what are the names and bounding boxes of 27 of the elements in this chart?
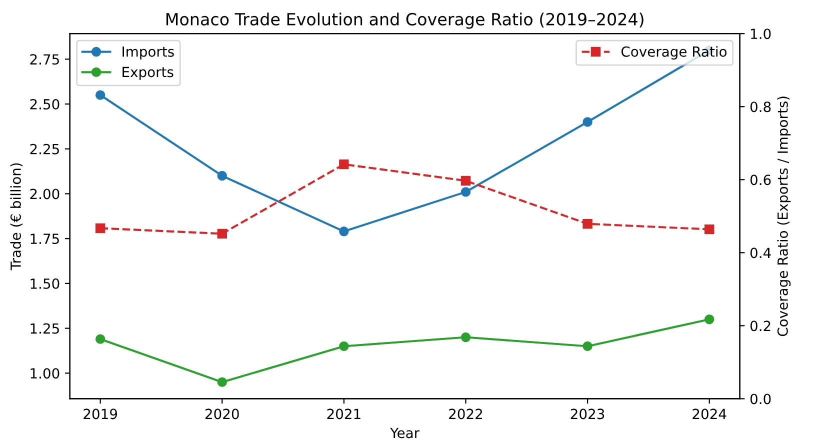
x-tick-label: 2019 (84, 408, 118, 420)
y-tick-label: 1.50 (30, 278, 60, 289)
y-tick-label: 2.50 (30, 98, 60, 110)
chart-title: Monaco Trade Evolution and Coverage Ratio (2019–2024) (166, 12, 644, 29)
y-tick-label: 1.25 (30, 323, 59, 334)
y2-tick-label: 0.6 (750, 174, 771, 186)
y2-tick-label: 0.0 (750, 394, 771, 404)
y-axis-title: Trade (€ billion) (10, 163, 23, 270)
y-tick-label: 1.00 (30, 368, 60, 379)
legend-label: Coverage Ratio (621, 46, 727, 60)
y-tick-label: 2.75 (30, 54, 59, 65)
x-tick-label: 2022 (449, 408, 482, 420)
y-tick-label: 2.25 (30, 144, 59, 154)
x-tick-label: 2024 (692, 408, 726, 420)
x-axis-title: Year (390, 428, 420, 438)
legend-label: Exports (122, 66, 174, 80)
y2-tick-label: 1.0 (751, 28, 771, 40)
y2-tick-label: 0.8 (750, 102, 771, 112)
x-tick-label: 2020 (205, 408, 239, 420)
x-tick-label: 2021 (327, 408, 360, 420)
y-tick-label: 1.75 (30, 234, 59, 244)
y2-tick-label: 0.2 (750, 320, 770, 332)
legend-label: Imports (122, 46, 174, 60)
y2-axis-title: Coverage Ratio (Exports / Imports) (777, 96, 791, 336)
x-tick-label: 2023 (570, 408, 604, 420)
y-tick-label: 2.00 (30, 188, 60, 200)
y2-tick-label: 0.4 (750, 248, 771, 258)
